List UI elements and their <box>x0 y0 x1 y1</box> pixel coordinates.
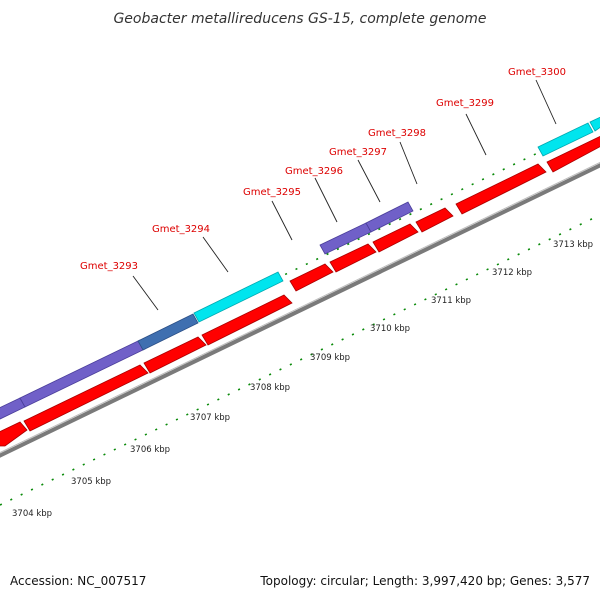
label-leader-lines <box>132 79 557 311</box>
forward-feature[interactable] <box>329 243 377 273</box>
scale-label: 3712 kbp <box>492 268 532 278</box>
scale-label: 3710 kbp <box>370 324 410 334</box>
scale-label: 3705 kbp <box>71 477 111 487</box>
scale-label: 3708 kbp <box>250 383 290 393</box>
accession-text: Accession: NC_007517 <box>10 574 146 588</box>
forward-feature[interactable] <box>546 134 600 173</box>
forward-feature[interactable] <box>289 263 334 292</box>
scale-labels: 3704 kbp 3705 kbp 3706 kbp 3707 kbp 3708… <box>12 240 593 519</box>
gene-label[interactable]: Gmet_3297 <box>329 147 387 158</box>
forward-feature[interactable] <box>455 163 547 215</box>
scale-label: 3711 kbp <box>431 296 471 306</box>
cds-feature[interactable] <box>0 397 26 420</box>
cds-feature[interactable] <box>365 201 414 233</box>
gene-label[interactable]: Gmet_3295 <box>243 187 301 198</box>
inner-tick-track <box>0 214 600 506</box>
cds-feature[interactable] <box>537 122 594 157</box>
cds-track <box>0 115 600 420</box>
gene-label[interactable]: Gmet_3294 <box>152 224 210 235</box>
forward-feature[interactable] <box>201 294 293 346</box>
gene-label[interactable]: Gmet_3296 <box>285 166 343 177</box>
forward-feature[interactable] <box>372 223 419 253</box>
cds-feature[interactable] <box>589 115 600 132</box>
forward-feature[interactable] <box>0 421 28 447</box>
cds-feature[interactable] <box>193 271 284 323</box>
topology-text: Topology: circular; Length: 3,997,420 bp… <box>259 574 590 588</box>
gene-label[interactable]: Gmet_3298 <box>368 128 426 139</box>
cds-feature[interactable] <box>137 313 199 351</box>
forward-feature[interactable] <box>143 336 207 374</box>
gene-labels: Gmet_3293 Gmet_3294 Gmet_3295 Gmet_3296 … <box>80 67 566 272</box>
scale-label: 3707 kbp <box>190 413 230 423</box>
forward-feature[interactable] <box>415 207 454 233</box>
gene-label[interactable]: Gmet_3299 <box>436 98 494 109</box>
genome-backbone <box>0 163 600 458</box>
forward-feature[interactable] <box>23 364 149 432</box>
scale-label: 3709 kbp <box>310 353 350 363</box>
genome-backbone-highlight <box>0 161 600 454</box>
gene-label[interactable]: Gmet_3293 <box>80 261 138 272</box>
gene-label[interactable]: Gmet_3300 <box>508 67 566 78</box>
forward-feature-track <box>0 134 600 447</box>
map-title: Geobacter metallireducens GS-15, complet… <box>113 11 486 27</box>
scale-label: 3713 kbp <box>553 240 593 250</box>
scale-label: 3706 kbp <box>130 445 170 455</box>
scale-label: 3704 kbp <box>12 509 52 519</box>
